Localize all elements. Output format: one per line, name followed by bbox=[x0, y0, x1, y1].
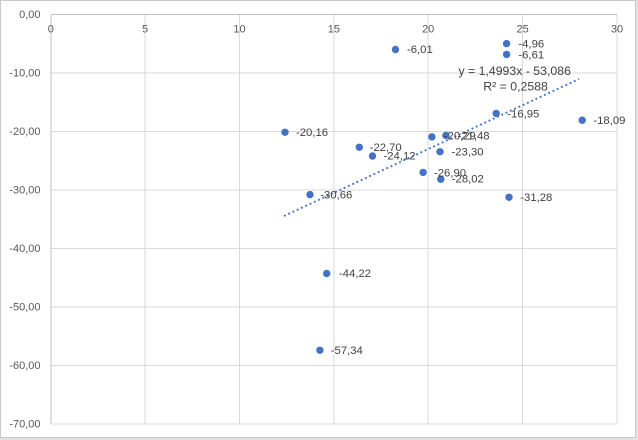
svg-text:-30,66: -30,66 bbox=[320, 190, 352, 202]
svg-text:-31,28: -31,28 bbox=[520, 192, 552, 204]
svg-text:0: 0 bbox=[48, 24, 54, 36]
svg-text:-24,12: -24,12 bbox=[384, 151, 416, 163]
svg-text:20: 20 bbox=[422, 24, 434, 36]
svg-text:-6,01: -6,01 bbox=[407, 44, 433, 56]
svg-text:-20,16: -20,16 bbox=[296, 127, 328, 139]
svg-text:30: 30 bbox=[611, 24, 623, 36]
svg-text:-50,00: -50,00 bbox=[9, 302, 40, 314]
svg-text:5: 5 bbox=[142, 24, 148, 36]
svg-text:-26,90: -26,90 bbox=[434, 168, 466, 180]
svg-text:-44,22: -44,22 bbox=[339, 268, 371, 280]
svg-text:-70,00: -70,00 bbox=[9, 419, 40, 431]
svg-text:-18,09: -18,09 bbox=[593, 115, 625, 127]
svg-text:-22,70: -22,70 bbox=[370, 142, 402, 154]
svg-text:25: 25 bbox=[516, 24, 528, 36]
svg-text:-6,61: -6,61 bbox=[518, 49, 544, 61]
svg-text:0,00: 0,00 bbox=[19, 9, 40, 21]
svg-text:-21,48: -21,48 bbox=[458, 130, 490, 142]
svg-text:-28,02: -28,02 bbox=[452, 173, 484, 185]
svg-text:15: 15 bbox=[328, 24, 340, 36]
svg-text:-4,96: -4,96 bbox=[518, 39, 544, 51]
svg-text:-40,00: -40,00 bbox=[9, 243, 40, 255]
svg-text:R² = 0,2588: R² = 0,2588 bbox=[483, 79, 548, 93]
svg-text:-10,00: -10,00 bbox=[9, 68, 40, 80]
svg-text:-60,00: -60,00 bbox=[9, 360, 40, 372]
svg-text:-57,34: -57,34 bbox=[331, 345, 363, 357]
svg-text:-20,00: -20,00 bbox=[9, 126, 40, 138]
svg-text:-16,95: -16,95 bbox=[507, 108, 539, 120]
svg-text:-30,00: -30,00 bbox=[9, 185, 40, 197]
svg-text:-20,29: -20,29 bbox=[444, 130, 476, 142]
svg-text:-23,30: -23,30 bbox=[452, 147, 484, 159]
svg-text:y = 1,4993x - 53,086: y = 1,4993x - 53,086 bbox=[458, 64, 571, 78]
svg-text:10: 10 bbox=[233, 24, 245, 36]
